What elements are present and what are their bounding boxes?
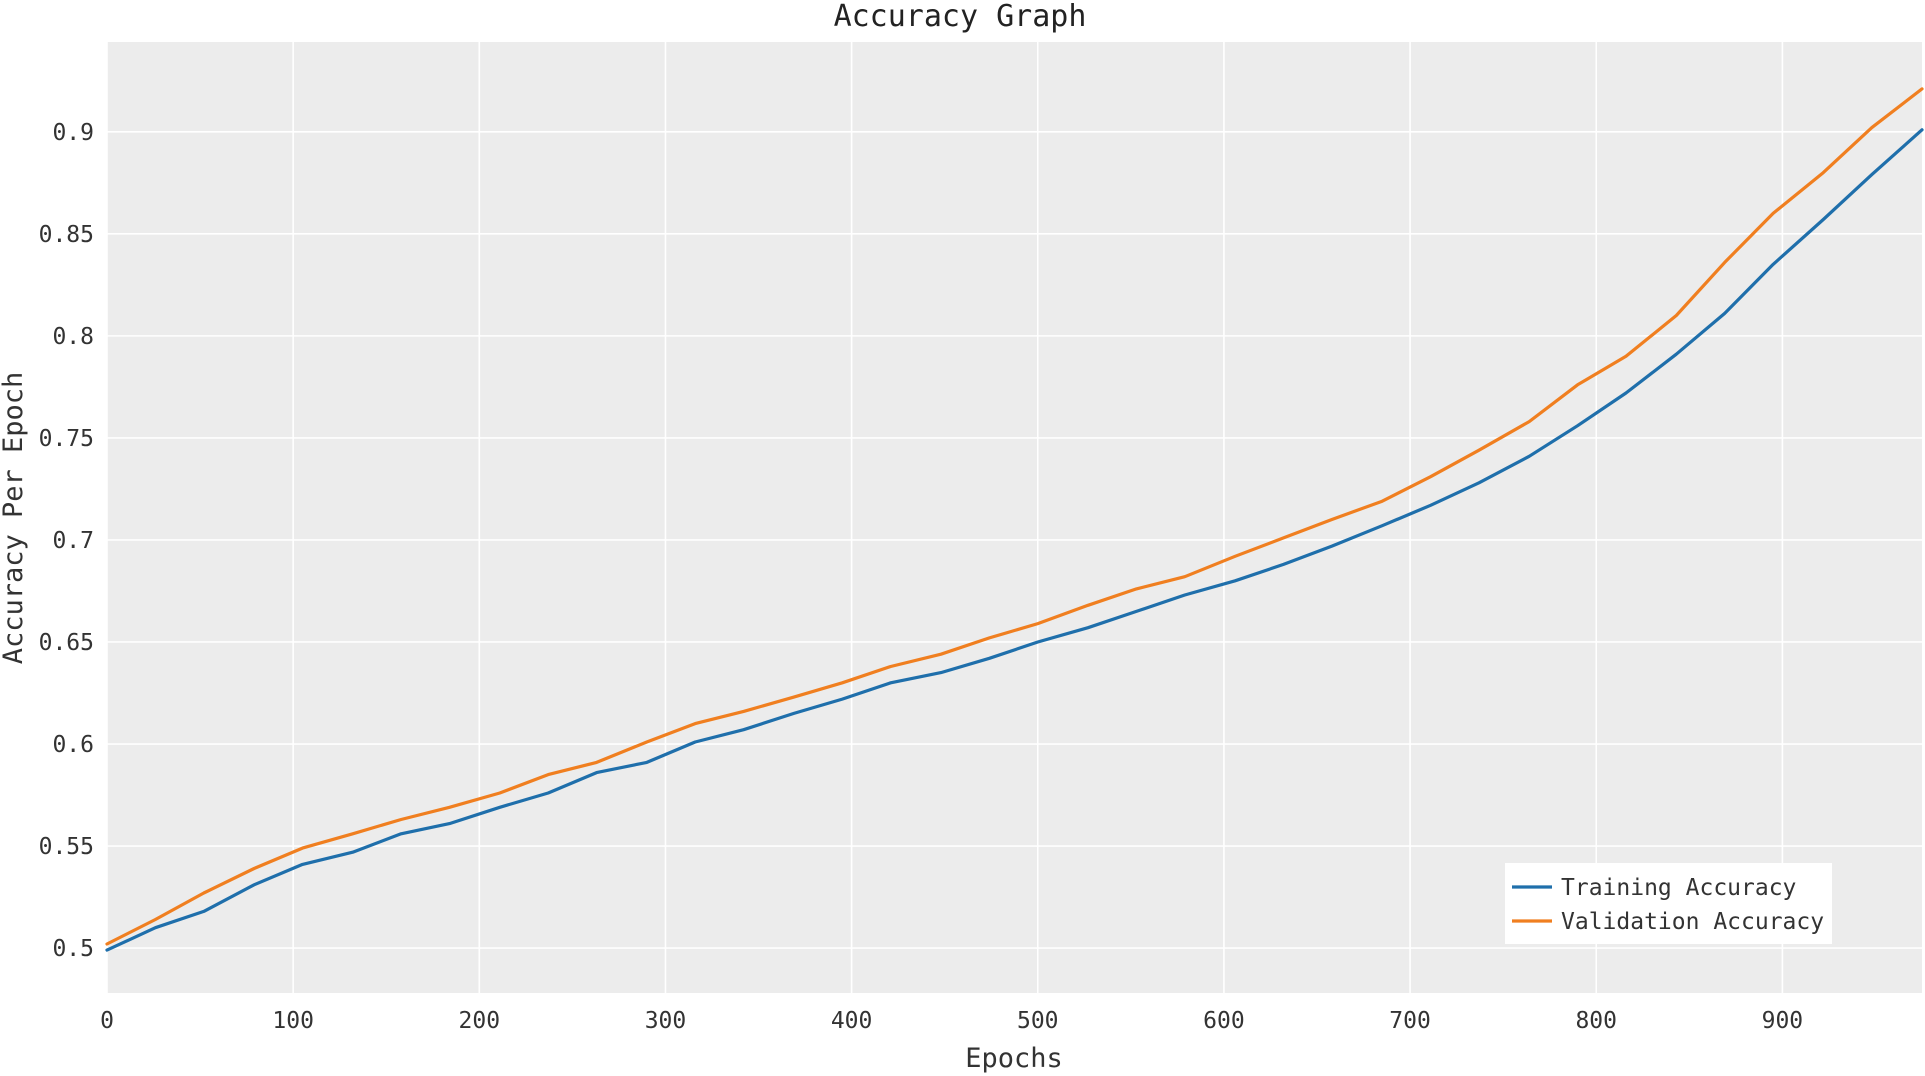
- plot-background: [107, 42, 1922, 993]
- x-tick-label: 100: [272, 1008, 314, 1034]
- y-axis-title: Accuracy Per Epoch: [0, 372, 29, 665]
- y-tick-label: 0.55: [39, 834, 94, 860]
- y-tick-label: 0.8: [52, 324, 94, 350]
- y-tick-label: 0.9: [52, 120, 94, 146]
- y-tick-label: 0.5: [52, 936, 94, 962]
- y-tick-label: 0.65: [39, 630, 94, 656]
- x-tick-label: 900: [1762, 1008, 1804, 1034]
- series-lines: [105, 87, 1924, 952]
- y-tick-labels: 0.5 0.55 0.6 0.65 0.7 0.75 0.8 0.85 0.9: [39, 120, 94, 962]
- y-tick-label: 0.75: [39, 426, 94, 452]
- x-tick-label: 800: [1575, 1008, 1617, 1034]
- x-tick-label: 500: [1017, 1008, 1059, 1034]
- x-tick-label: 0: [100, 1008, 114, 1034]
- y-tick-label: 0.6: [52, 732, 94, 758]
- x-tick-label: 400: [831, 1008, 873, 1034]
- x-tick-label: 300: [645, 1008, 687, 1034]
- legend-label: Training Accuracy: [1561, 875, 1796, 901]
- series-line-validation-accuracy: [105, 87, 1924, 946]
- chart-title: Accuracy Graph: [834, 0, 1087, 34]
- series-line-training-accuracy: [105, 128, 1924, 952]
- legend-label: Validation Accuracy: [1561, 909, 1824, 935]
- legend-box: [1505, 863, 1832, 944]
- y-tick-label: 0.7: [52, 528, 94, 554]
- y-tick-label: 0.85: [39, 222, 94, 248]
- x-tick-label: 700: [1389, 1008, 1431, 1034]
- x-tick-label: 600: [1203, 1008, 1245, 1034]
- x-tick-label: 200: [459, 1008, 501, 1034]
- x-tick-labels: 0 100 200 300 400 500 600 700 800 900: [100, 1008, 1803, 1034]
- x-axis-title: Epochs: [965, 1043, 1063, 1074]
- legend: Training Accuracy Validation Accuracy: [1505, 863, 1832, 944]
- grid-lines: [106, 42, 1922, 993]
